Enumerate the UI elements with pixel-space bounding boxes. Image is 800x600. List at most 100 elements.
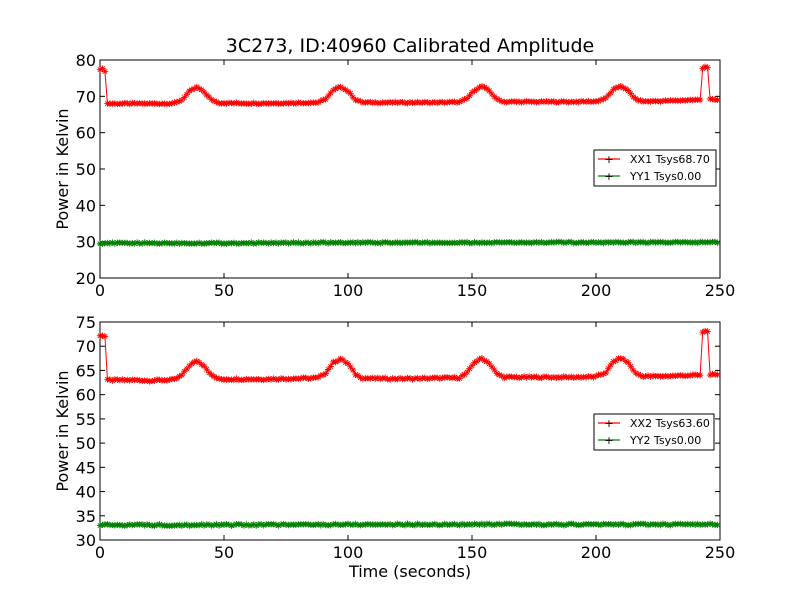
- data-point: [682, 521, 689, 528]
- data-point: [337, 355, 344, 363]
- data-point: [267, 376, 275, 383]
- data-point: [116, 377, 124, 384]
- data-point: [305, 375, 312, 383]
- data-point: [625, 359, 632, 366]
- series-yy1: [96, 238, 721, 247]
- data-point: [689, 239, 696, 246]
- data-point: [131, 99, 138, 107]
- data-point: [585, 97, 592, 105]
- data-point: [406, 99, 414, 106]
- data-point: [458, 520, 466, 528]
- data-point: [339, 356, 347, 363]
- data-point: [124, 376, 131, 384]
- data-point: [471, 87, 478, 94]
- data-point: [171, 375, 178, 383]
- data-point: [399, 98, 406, 106]
- data-point: [696, 521, 704, 529]
- data-point: [171, 99, 178, 106]
- data-point: [106, 240, 114, 247]
- data-point: [272, 521, 280, 529]
- data-point: [550, 521, 558, 528]
- plot-bottom: 0 50 100 150 200 250 30 35 40 45 50 55 60 65 70 75 Powe…: [53, 313, 735, 581]
- data-point: [235, 240, 243, 247]
- data-point: [218, 521, 225, 528]
- data-point: [662, 521, 669, 528]
- data-point: [183, 521, 190, 528]
- data-point: [582, 98, 590, 106]
- data-point: [272, 239, 280, 246]
- data-point: [630, 238, 637, 246]
- data-point: [342, 359, 349, 366]
- data-point: [632, 369, 639, 377]
- data-point: [156, 521, 163, 528]
- data-point: [186, 87, 193, 95]
- y-tick-label: 60: [76, 124, 96, 143]
- data-point: [453, 99, 461, 106]
- data-point: [253, 240, 260, 247]
- data-point: [627, 363, 634, 370]
- data-point: [230, 239, 238, 247]
- data-point: [414, 239, 421, 246]
- data-point: [714, 371, 721, 378]
- data-point: [406, 375, 414, 382]
- data-point: [533, 239, 540, 246]
- data-point: [337, 83, 344, 91]
- data-point: [627, 90, 634, 97]
- data-point: [114, 376, 121, 383]
- data-point: [515, 98, 523, 105]
- data-point: [533, 521, 540, 528]
- data-point: [704, 328, 711, 335]
- y-tick-label: 50: [76, 434, 96, 453]
- data-point: [134, 376, 141, 384]
- data-point: [476, 239, 483, 247]
- data-point: [634, 371, 642, 378]
- data-point: [488, 363, 496, 371]
- data-point: [481, 357, 488, 364]
- data-point: [441, 520, 448, 528]
- chart-title: 3C273, ID:40960 Calibrated Amplitude: [226, 35, 594, 57]
- data-point: [563, 521, 570, 529]
- axis-ticks-bottom: 0 50 100 150 200 250 30 35 40 45 50 55 60 65 70 75: [76, 313, 736, 562]
- data-point: [349, 239, 357, 246]
- data-point: [176, 98, 183, 105]
- data-point: [203, 91, 210, 99]
- data-point: [451, 373, 458, 381]
- series-layer-bottom: [96, 327, 721, 530]
- data-point: [625, 87, 632, 94]
- data-point: [362, 239, 369, 246]
- data-point: [357, 239, 364, 247]
- data-point: [262, 239, 270, 247]
- data-point: [297, 375, 305, 382]
- data-point: [699, 65, 706, 72]
- data-point: [607, 238, 615, 246]
- data-point: [183, 365, 190, 373]
- data-point: [518, 99, 525, 106]
- y-tick-label: 65: [76, 361, 96, 380]
- data-point: [124, 99, 131, 107]
- data-point: [535, 239, 543, 246]
- data-point: [143, 521, 151, 528]
- data-point: [411, 522, 419, 529]
- data-point: [290, 239, 297, 246]
- data-point: [692, 521, 699, 529]
- data-point: [644, 522, 652, 529]
- data-point: [689, 520, 696, 528]
- data-point: [523, 374, 530, 381]
- y-tick-label: 45: [76, 458, 96, 477]
- data-point: [605, 365, 612, 372]
- data-point: [352, 96, 359, 104]
- data-point: [228, 522, 235, 529]
- data-point: [654, 372, 662, 380]
- data-point: [324, 240, 332, 247]
- data-point: [696, 371, 704, 379]
- data-point: [709, 370, 716, 378]
- data-point: [704, 64, 711, 71]
- data-point: [555, 373, 562, 381]
- data-point: [706, 520, 714, 527]
- data-point: [250, 521, 257, 528]
- data-point: [352, 371, 359, 379]
- data-point: [565, 99, 572, 106]
- data-point: [401, 375, 409, 382]
- data-point: [478, 82, 486, 90]
- data-point: [444, 374, 451, 381]
